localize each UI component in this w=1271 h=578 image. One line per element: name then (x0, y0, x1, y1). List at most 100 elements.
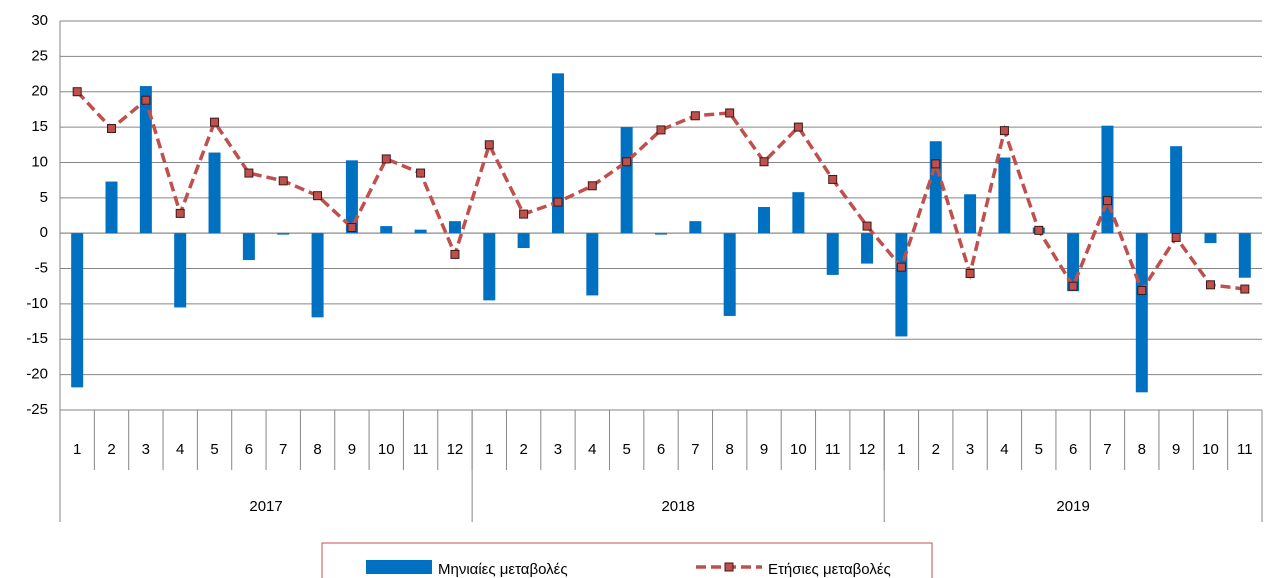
bar (689, 221, 702, 234)
line (75, 90, 1246, 295)
marker (347, 223, 357, 233)
bar (861, 233, 874, 264)
bar (1238, 233, 1251, 278)
x-tick-label: 4 (1000, 441, 1008, 458)
x-tick-label: 12 (447, 441, 464, 458)
x-tick-label: 7 (279, 441, 287, 458)
x-tick-label: 6 (1069, 441, 1077, 458)
y-tick-label: -25 (26, 401, 48, 418)
bar (242, 233, 255, 261)
bar (517, 233, 530, 249)
bar (345, 160, 358, 234)
y-tick-label: -15 (26, 330, 48, 347)
x-tick-label: 2 (519, 441, 527, 458)
marker (141, 95, 151, 105)
legend-swatch (366, 560, 432, 574)
marker (999, 126, 1009, 136)
y-tick-label: -20 (26, 366, 48, 383)
bar (586, 233, 599, 296)
marker (725, 108, 735, 118)
x-tick-label: 1 (897, 441, 905, 458)
x-tick-label: 11 (413, 441, 429, 458)
marker (278, 176, 288, 186)
marker (484, 140, 494, 150)
bar (208, 152, 221, 234)
marker (210, 117, 220, 127)
legend-box (321, 542, 933, 578)
bar (448, 221, 461, 234)
marker (519, 209, 529, 219)
marker (416, 168, 426, 178)
bar (1135, 233, 1148, 393)
x-tick-label: 3 (554, 441, 562, 458)
marker (1137, 285, 1147, 295)
x-tick-label: 4 (588, 441, 596, 458)
marker (1102, 196, 1112, 206)
marker (931, 159, 941, 169)
marker (1068, 281, 1078, 291)
x-tick-label: 6 (657, 441, 665, 458)
marker (381, 154, 391, 164)
bar (311, 233, 324, 318)
bar (792, 192, 805, 234)
x-tick-label: 8 (1138, 441, 1146, 458)
marker (450, 249, 460, 259)
marker (862, 221, 872, 231)
marker (1240, 284, 1250, 294)
y-tick-label: 20 (31, 83, 48, 100)
y-tick-label: 0 (40, 224, 48, 241)
marker (1171, 232, 1181, 242)
x-tick-label: 3 (142, 441, 150, 458)
x-tick-label: 1 (73, 441, 81, 458)
marker (1205, 280, 1215, 290)
marker (690, 111, 700, 121)
x-tick-label: 2 (107, 441, 115, 458)
marker (965, 268, 975, 278)
bar (929, 141, 942, 234)
x-tick-label: 7 (1103, 441, 1111, 458)
bar (655, 233, 667, 235)
x-tick-label: 10 (378, 441, 395, 458)
bar (71, 233, 84, 388)
marker (244, 168, 254, 178)
x-tick-label: 9 (1172, 441, 1180, 458)
x-tick-label: 5 (1035, 441, 1043, 458)
group-label: 2018 (661, 498, 694, 515)
x-tick-label: 9 (760, 441, 768, 458)
legend-marker (724, 562, 734, 572)
x-tick-label: 1 (485, 441, 493, 458)
y-tick-label: 15 (31, 118, 48, 135)
marker (553, 197, 563, 207)
bar (174, 233, 187, 308)
bar (139, 86, 152, 234)
x-tick-label: 11 (1237, 441, 1253, 458)
marker (828, 174, 838, 184)
x-tick-label: 10 (1202, 441, 1219, 458)
bar (620, 127, 633, 234)
x-tick-label: 12 (859, 441, 876, 458)
marker (793, 122, 803, 132)
x-tick-label: 8 (313, 441, 321, 458)
marker (656, 125, 666, 135)
x-tick-label: 9 (348, 441, 356, 458)
marker (622, 157, 632, 167)
bar (277, 233, 290, 235)
group-label: 2019 (1056, 498, 1089, 515)
bar (551, 73, 564, 234)
bar (1204, 233, 1217, 244)
y-tick-label: 5 (40, 189, 48, 206)
marker (72, 87, 82, 97)
marker (313, 191, 323, 201)
marker (107, 124, 117, 134)
bar (723, 233, 736, 316)
x-tick-label: 7 (691, 441, 699, 458)
y-tick-label: 10 (31, 153, 48, 170)
x-tick-label: 6 (245, 441, 253, 458)
y-tick-label: 25 (31, 47, 48, 64)
legend-label: Ετήσιες μεταβολές (768, 561, 891, 578)
x-tick-label: 10 (790, 441, 807, 458)
bar (998, 157, 1011, 234)
x-tick-label: 3 (966, 441, 974, 458)
x-tick-label: 11 (825, 441, 841, 458)
